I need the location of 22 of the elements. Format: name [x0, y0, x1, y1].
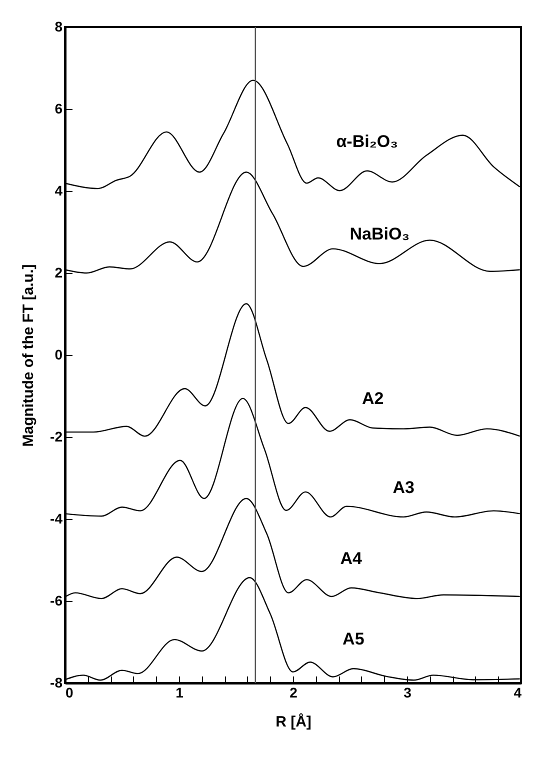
x-tick-label: 3: [404, 684, 412, 700]
series-label: α-Bi₂O₃: [336, 132, 398, 151]
x-tick-label: 2: [290, 684, 298, 700]
x-axis-title: R [Å]: [276, 712, 312, 730]
series-label: A4: [340, 548, 363, 568]
y-tick-label: -2: [50, 428, 63, 444]
series-label: A5: [342, 630, 364, 649]
y-tick-label: -6: [50, 592, 63, 608]
y-tick-label: 4: [54, 182, 63, 198]
series-label: A3: [392, 478, 414, 497]
y-tick-label: -8: [50, 674, 63, 690]
y-tick-label: 6: [54, 100, 63, 116]
x-tick-label: 0: [66, 684, 74, 700]
x-tick-label: 1: [176, 684, 184, 700]
series-label: NaBiO₃: [350, 224, 410, 244]
y-axis-title: Magnitude of the FT [a.u.]: [20, 264, 38, 447]
y-tick-label: 2: [54, 264, 63, 280]
x-tick-label: 4: [514, 684, 522, 700]
y-tick-label: 0: [54, 346, 63, 362]
series-label: A2: [362, 388, 384, 408]
y-tick-label: 8: [54, 18, 63, 34]
y-tick-label: -4: [50, 510, 63, 526]
